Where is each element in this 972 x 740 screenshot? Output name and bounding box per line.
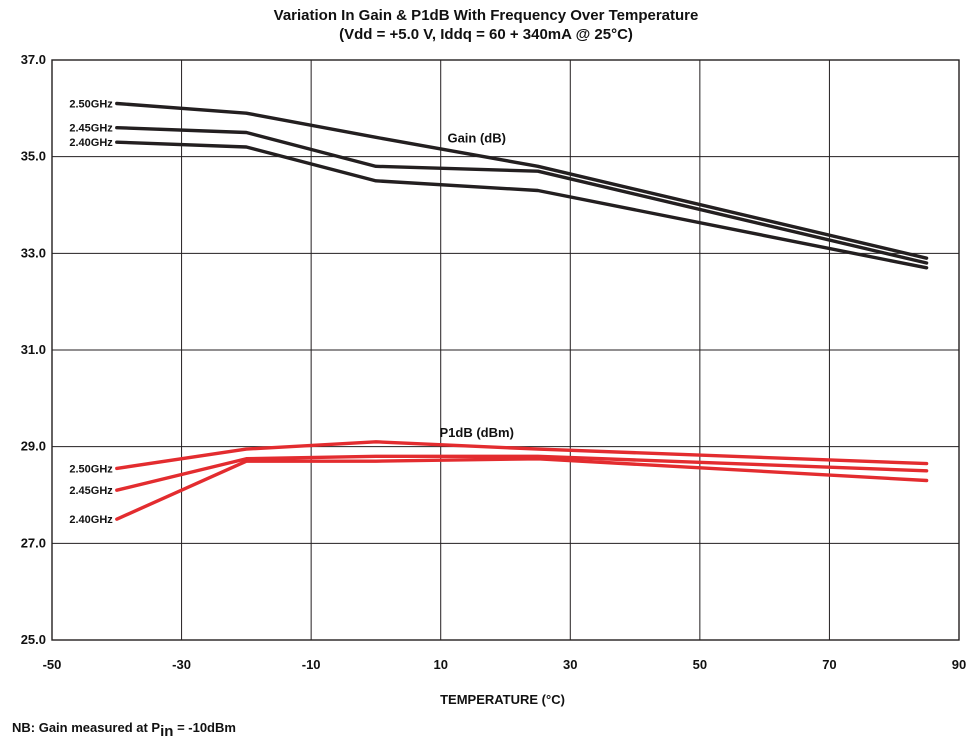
series-line-gain-2.45ghz: [115, 125, 929, 265]
x-tick-label: 70: [822, 657, 836, 672]
x-tick-label: 10: [433, 657, 447, 672]
x-tick-label: -50: [43, 657, 62, 672]
x-tick-label: -10: [302, 657, 321, 672]
series-labels: 2.50GHz 2.45GHz 2.40GHz Gain (dB) 2.50GHz 2.4…: [69, 99, 514, 527]
series-line-p1db-2.40ghz: [115, 457, 929, 521]
note-suffix: = -10dBm: [173, 720, 236, 735]
y-axis-ticks: 25.0 27.0 29.0 31.0 33.0 35.0 37.0: [21, 52, 46, 647]
y-tick-label: 31.0: [21, 342, 46, 357]
line-chart: 25.0 27.0 29.0 31.0 33.0 35.0 37.0 -50 -30 -10 10…: [21, 52, 967, 672]
chart-title: Variation In Gain & P1dB With Frequency …: [0, 6, 972, 44]
series-name-label: 2.45GHz: [69, 123, 113, 135]
plot-frame: [51, 59, 960, 641]
chart-subtitle: (Vdd = +5.0 V, Iddq = 60 + 340mA @ 25°C): [339, 26, 633, 43]
y-tick-label: 37.0: [21, 52, 46, 67]
x-tick-label: 90: [952, 657, 966, 672]
y-tick-label: 27.0: [21, 535, 46, 550]
note-subscript: in: [160, 723, 174, 740]
series-name-label: 2.50GHz: [69, 99, 113, 111]
series-name-label: 2.40GHz: [69, 137, 113, 149]
y-tick-label: 33.0: [21, 245, 46, 260]
y-tick-label: 35.0: [21, 149, 46, 164]
group-label: Gain (dB): [447, 130, 506, 145]
x-tick-label: 30: [563, 657, 577, 672]
measurement-note: NB: Gain measured at Pin = -10dBm: [12, 720, 236, 740]
series-name-label: 2.45GHz: [69, 485, 113, 497]
y-tick-label: 29.0: [21, 439, 46, 454]
series-lines: [115, 101, 929, 521]
x-tick-label: 50: [693, 657, 707, 672]
series-line-p1db-2.45ghz: [115, 454, 929, 492]
series-name-label: 2.40GHz: [69, 514, 113, 526]
series-line-gain-2.40ghz: [115, 140, 929, 270]
x-tick-label: -30: [172, 657, 191, 672]
series-line-gain-2.50ghz: [115, 101, 929, 260]
note-prefix: NB: Gain measured at P: [12, 720, 161, 735]
group-label: P1dB (dBm): [440, 425, 514, 440]
chart-title-line1: Variation In Gain & P1dB With Frequency …: [273, 7, 699, 24]
series-name-label: 2.50GHz: [69, 463, 113, 475]
series-line-p1db-2.50ghz: [115, 440, 929, 471]
x-axis-label: TEMPERATURE (°C): [440, 692, 565, 707]
y-tick-label: 25.0: [21, 632, 46, 647]
x-axis-ticks: -50 -30 -10 10 30 50 70 90: [43, 657, 967, 672]
grid: [51, 59, 960, 641]
